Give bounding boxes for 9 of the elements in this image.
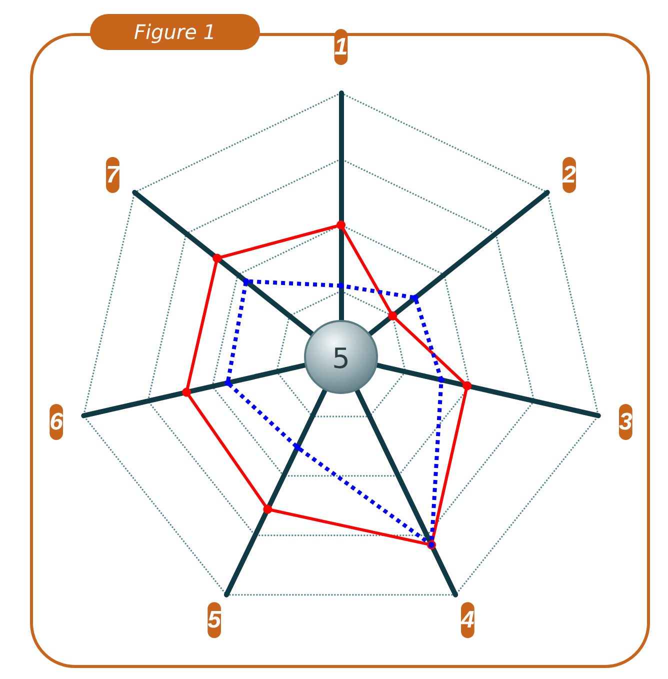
spoke-label: 6	[50, 408, 64, 436]
spoke-label: 4	[460, 606, 474, 634]
chart-title: Figure 1	[90, 14, 260, 50]
spoke-label: 7	[106, 161, 122, 188]
text: 5	[208, 606, 222, 634]
spoke-label: 2	[562, 161, 577, 188]
spoke-label: 5	[304, 320, 378, 394]
spoke-label: 3	[619, 408, 633, 436]
spoke-label: 1	[334, 34, 348, 60]
